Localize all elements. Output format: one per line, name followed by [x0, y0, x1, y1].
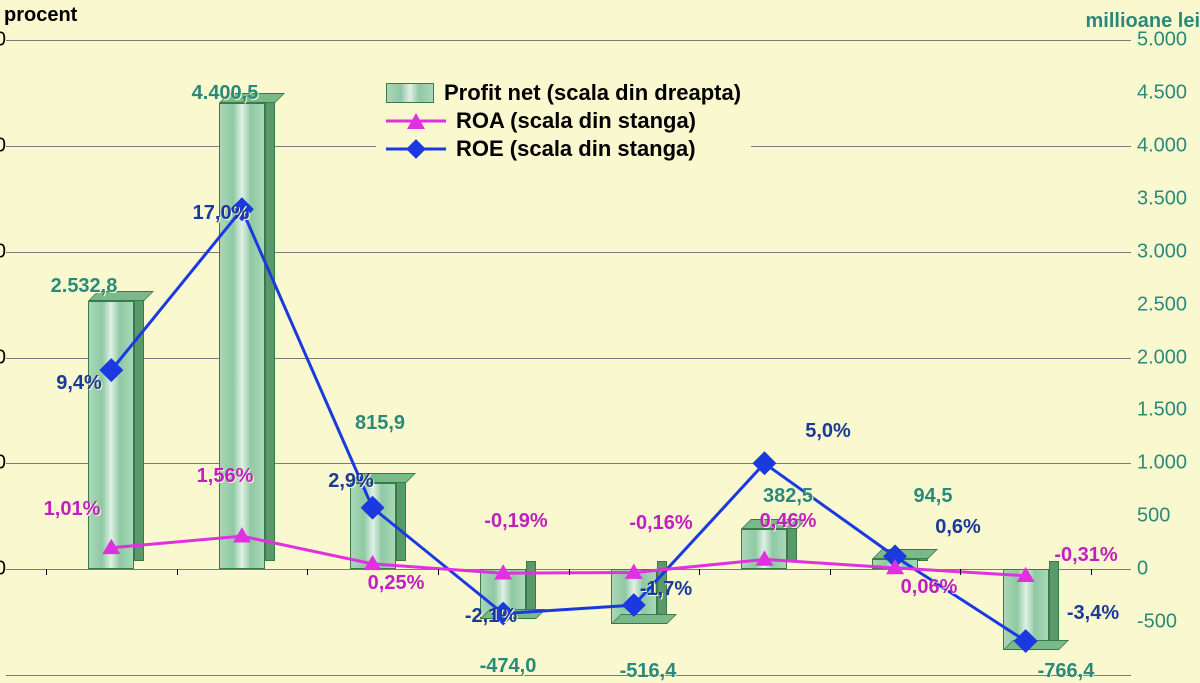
- ytick-left: 25,0: [0, 29, 6, 52]
- ytick-left: 5,0: [0, 452, 6, 475]
- data-label: 4.400,5: [192, 82, 259, 105]
- ytick-right: 0: [1137, 558, 1200, 581]
- data-label: 0,06%: [901, 576, 958, 599]
- data-label: 2.532,8: [51, 275, 118, 298]
- ytick-left: 15,0: [0, 240, 6, 263]
- diamond-marker: [1014, 629, 1038, 653]
- x-tick: [699, 569, 700, 575]
- ytick-left: 10,0: [0, 346, 6, 369]
- ytick-right: 2.000: [1137, 346, 1200, 369]
- data-label: 1,56%: [197, 465, 254, 488]
- data-label: -516,4: [620, 660, 677, 683]
- data-label: -1,7%: [640, 578, 692, 601]
- ytick-right: 3.500: [1137, 187, 1200, 210]
- data-label: 5,0%: [805, 420, 851, 443]
- ytick-left: 0,0: [0, 558, 6, 581]
- legend-label: ROE (scala din stanga): [456, 136, 696, 162]
- x-tick: [1091, 569, 1092, 575]
- diamond-line-icon: [386, 138, 446, 160]
- ytick-right: 4.500: [1137, 81, 1200, 104]
- data-label: 0,46%: [760, 510, 817, 533]
- ytick-right: 4.000: [1137, 134, 1200, 157]
- legend-item-roe: ROE (scala din stanga): [386, 136, 741, 162]
- ytick-right: -500: [1137, 611, 1200, 634]
- data-label: 0,25%: [368, 572, 425, 595]
- legend-item-roa: ROA (scala din stanga): [386, 108, 741, 134]
- x-tick: [960, 569, 961, 575]
- data-label: -2,1%: [465, 605, 517, 628]
- x-tick: [46, 569, 47, 575]
- legend-item-bars: Profit net (scala din dreapta): [386, 80, 741, 106]
- data-label: 94,5: [914, 485, 953, 508]
- data-label: -3,4%: [1067, 602, 1119, 625]
- triangle-marker: [233, 527, 251, 542]
- x-tick: [177, 569, 178, 575]
- data-label: -766,4: [1038, 660, 1095, 683]
- bar-icon: [386, 83, 434, 103]
- data-label: 2,9%: [328, 470, 374, 493]
- triangle-marker: [755, 550, 773, 565]
- x-tick: [438, 569, 439, 575]
- ytick-left: 20,0: [0, 134, 6, 157]
- ytick-right: 3.000: [1137, 240, 1200, 263]
- x-tick: [569, 569, 570, 575]
- grid-line: [6, 675, 1131, 676]
- ytick-right: 1.000: [1137, 452, 1200, 475]
- ytick-right: 500: [1137, 505, 1200, 528]
- left-axis-title: procent: [4, 4, 77, 27]
- ytick-right: 1.500: [1137, 399, 1200, 422]
- legend-label: Profit net (scala din dreapta): [444, 80, 741, 106]
- data-label: -0,16%: [629, 512, 692, 535]
- data-label: 9,4%: [56, 372, 102, 395]
- ytick-right: 2.500: [1137, 293, 1200, 316]
- data-label: -0,31%: [1054, 544, 1117, 567]
- legend: Profit net (scala din dreapta) ROA (scal…: [376, 72, 751, 170]
- data-label: 17,0%: [193, 202, 250, 225]
- data-label: -0,19%: [484, 510, 547, 533]
- data-label: 815,9: [355, 412, 405, 435]
- x-tick: [830, 569, 831, 575]
- triangle-line-icon: [386, 110, 446, 132]
- data-label: 1,01%: [44, 498, 101, 521]
- series-line: [111, 209, 1025, 641]
- ytick-right: 5.000: [1137, 29, 1200, 52]
- x-tick: [307, 569, 308, 575]
- data-label: 0,6%: [935, 516, 981, 539]
- legend-label: ROA (scala din stanga): [456, 108, 696, 134]
- data-label: 382,5: [763, 485, 813, 508]
